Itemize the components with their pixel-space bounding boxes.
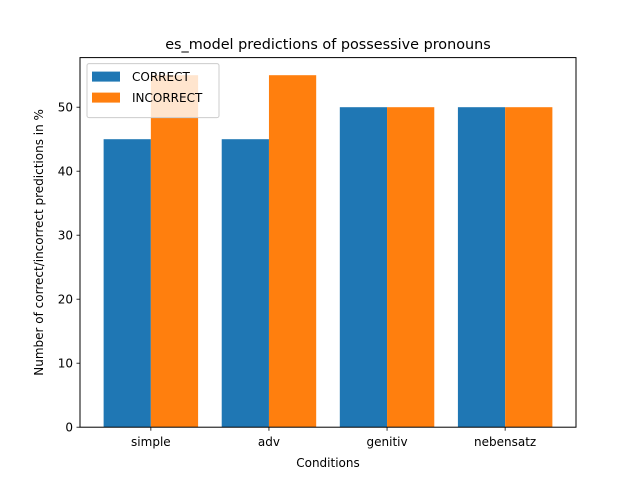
bars-layer — [103, 75, 553, 428]
y-tick-label: 40 — [58, 165, 73, 179]
x-axis-ticks: simple adv genitiv nebensatz — [131, 427, 536, 449]
y-axis-ticks: 0 10 20 30 40 50 — [58, 101, 80, 435]
chart-title: es_model predictions of possessive prono… — [165, 37, 491, 53]
x-axis-label: Conditions — [296, 456, 360, 470]
bar-correct-genitiv — [339, 107, 388, 428]
bar-incorrect-simple — [150, 75, 199, 428]
chart-legend: CORRECT INCORRECT — [86, 63, 220, 119]
bar-correct-nebensatz — [457, 107, 506, 428]
y-tick-label: 0 — [65, 421, 73, 435]
x-tick-label: adv — [258, 435, 280, 449]
bar-correct-adv — [221, 139, 269, 428]
y-tick-label: 10 — [58, 357, 73, 371]
legend-label-incorrect: INCORRECT — [132, 91, 203, 105]
y-tick-label: 50 — [58, 101, 73, 115]
y-tick-label: 30 — [58, 229, 73, 243]
y-tick-label: 20 — [58, 293, 73, 307]
plot-frame — [79, 57, 577, 428]
bar-correct-simple — [103, 139, 151, 428]
bar-incorrect-nebensatz — [505, 107, 553, 428]
y-axis-label: Number of correct/incorrect predictions … — [32, 109, 46, 376]
x-tick-label: genitiv — [367, 435, 408, 449]
x-tick-label: nebensatz — [474, 435, 536, 449]
bar-incorrect-genitiv — [387, 107, 435, 428]
legend-swatch-correct — [92, 71, 120, 82]
legend-swatch-incorrect — [92, 92, 120, 103]
x-tick-label: simple — [131, 435, 171, 449]
bar-incorrect-adv — [268, 75, 317, 428]
legend-label-correct: CORRECT — [132, 70, 190, 84]
